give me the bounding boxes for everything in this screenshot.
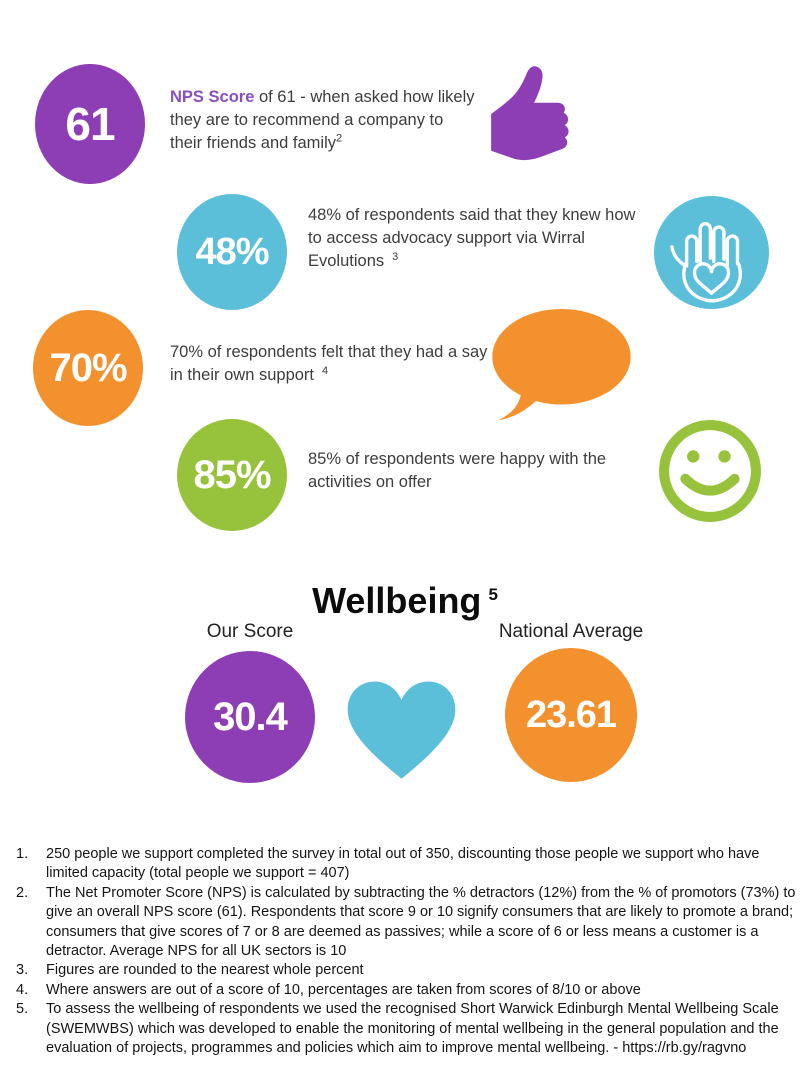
happy-badge: 85% [177, 419, 287, 531]
advocacy-badge: 48% [177, 194, 287, 310]
our-score-label: Our Score [206, 621, 294, 642]
footnote-item: 3. Figures are rounded to the nearest wh… [16, 961, 802, 980]
footnote-number: 4. [16, 981, 29, 998]
say-in-support-badge: 70% [33, 310, 143, 426]
footnote-ref-2: 2 [336, 132, 343, 145]
footnote-item: 4. Where answers are out of a score of 1… [16, 981, 802, 1000]
footnote-number: 5. [16, 1001, 29, 1018]
nps-score-lead: NPS Score [170, 88, 255, 106]
say-in-support-statement: 70% of respondents felt that they had a … [170, 341, 500, 387]
say-in-support-text: 70% of respondents felt that they had a … [170, 343, 488, 384]
hand-heart-icon [654, 196, 769, 309]
footnote-text: 250 people we support completed the surv… [46, 846, 760, 882]
advocacy-text: 48% of respondents said that they knew h… [308, 206, 636, 270]
our-score-value: 30.4 [185, 651, 315, 783]
happy-statement: 85% of respondents were happy with the a… [308, 448, 653, 494]
footnote-item: 1. 250 people we support completed the s… [16, 845, 802, 884]
nps-score-badge: 61 [35, 64, 145, 184]
footnote-ref-3: 3 [392, 250, 399, 263]
smiley-icon [659, 420, 761, 522]
footnote-item: 2. The Net Promoter Score (NPS) is calcu… [16, 884, 802, 962]
wellbeing-title: Wellbeing 5 [0, 579, 810, 623]
footnote-text: The Net Promoter Score (NPS) is calculat… [46, 884, 796, 960]
wellbeing-title-text: Wellbeing [312, 580, 482, 621]
footnote-item: 5. To assess the wellbeing of respondent… [16, 1000, 802, 1058]
footnote-number: 1. [16, 846, 29, 862]
heart-icon [347, 681, 456, 779]
advocacy-statement: 48% of respondents said that they knew h… [308, 204, 648, 273]
footnote-text: To assess the wellbeing of respondents w… [46, 1001, 779, 1057]
national-average-label: National Average [498, 621, 644, 642]
footnote-ref-5: 5 [488, 585, 498, 604]
speech-bubble-icon [492, 308, 631, 421]
thumbs-up-icon [491, 66, 569, 161]
nps-score-statement: NPS Score of 61 - when asked how likely … [170, 86, 478, 155]
footnote-text: Where answers are out of a score of 10, … [46, 981, 641, 998]
footnotes-list: 1. 250 people we support completed the s… [16, 845, 802, 1058]
national-average-value: 23.61 [505, 648, 637, 782]
footnote-number: 2. [16, 884, 29, 901]
nps-score-text: of 61 - when asked how likely they are t… [170, 88, 475, 152]
footnote-ref-4: 4 [322, 364, 329, 377]
footnote-text: Figures are rounded to the nearest whole… [46, 962, 364, 979]
footnote-number: 3. [16, 962, 29, 979]
happy-text: 85% of respondents were happy with the a… [308, 450, 607, 491]
